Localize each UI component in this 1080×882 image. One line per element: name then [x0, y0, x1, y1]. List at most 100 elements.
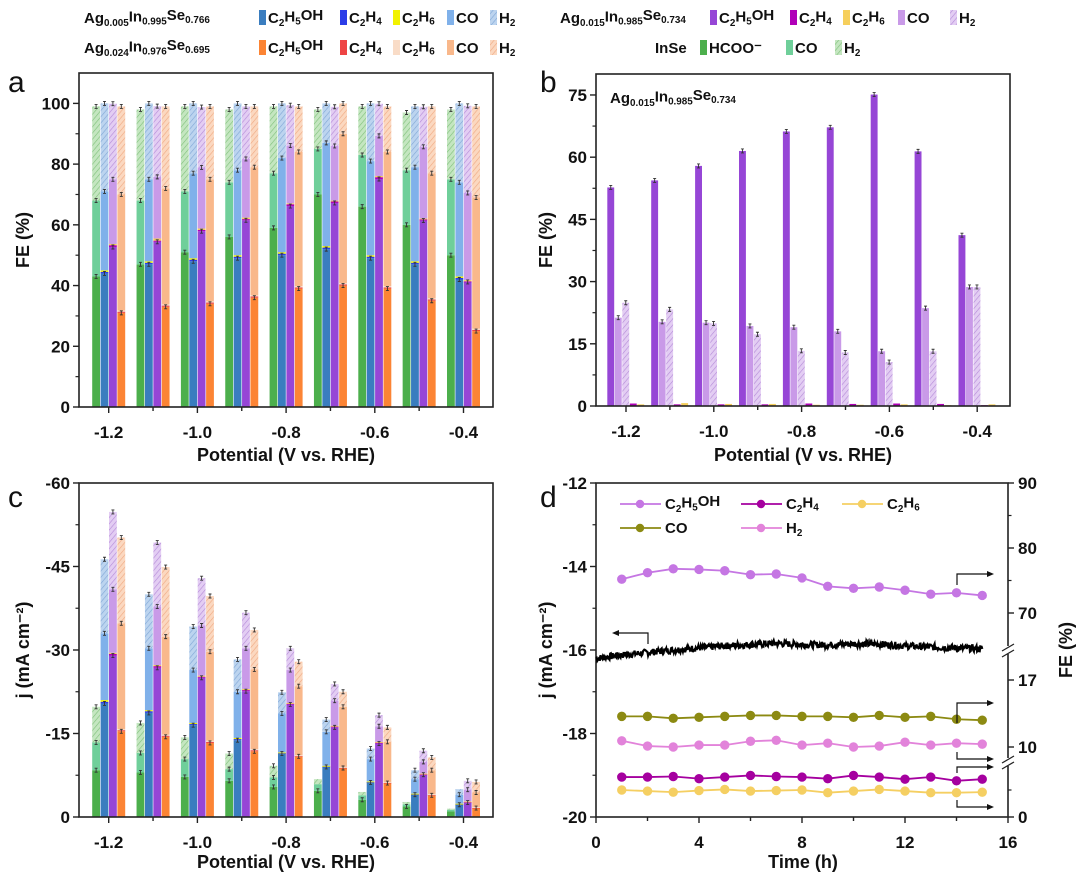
- data-point: [745, 786, 756, 796]
- data-point: [617, 574, 627, 584]
- panel-c-error-bar: [244, 645, 248, 651]
- panel-a-error-bar: [369, 158, 373, 164]
- panel-a-error-bar: [421, 104, 425, 110]
- panel-b-ylabel: FE (%): [536, 212, 556, 268]
- data-point: [797, 785, 807, 795]
- legend-marker: [635, 499, 645, 509]
- fe-series-c2h6: [617, 784, 987, 798]
- panel-a-error-bar: [94, 198, 98, 204]
- panel-a-bar-segment: [322, 249, 331, 407]
- panel-a-bar-segment: [427, 300, 436, 407]
- panel-a-error-bar: [466, 279, 470, 285]
- data-point: [977, 590, 987, 601]
- data-point: [951, 788, 962, 798]
- legend-label: C2H6: [402, 38, 435, 59]
- panel-c-error-bar: [324, 729, 328, 735]
- axis-break-gap: [1005, 758, 1013, 766]
- panel-c-dataset: [117, 537, 480, 817]
- panel-c-bar-segment: [144, 594, 153, 649]
- panel-c-error-bar: [138, 770, 142, 775]
- legend-label: CO: [456, 40, 479, 57]
- legend-marker: [756, 523, 766, 533]
- panel-a-bar-segment: [197, 107, 206, 168]
- arrow-right-icon: [956, 766, 990, 773]
- panel-a-dataset: [92, 106, 455, 407]
- legend-swatch: [340, 10, 347, 25]
- data-point: [951, 588, 962, 598]
- panel-a-error-bar: [244, 103, 248, 109]
- data-point: [977, 774, 987, 784]
- panel-b-error-bar: [697, 163, 701, 169]
- panel-label-a: a: [8, 66, 25, 99]
- panel-c-bar-segment: [278, 713, 286, 753]
- panel-b-error-bar: [668, 306, 672, 312]
- panel-a-bar-segment: [322, 142, 331, 247]
- panel-d-legend-item: H2: [741, 520, 803, 539]
- panel-a-bar-segment: [206, 106, 214, 180]
- panel-c-error-bar: [341, 765, 345, 771]
- panel-b-bar: [885, 362, 893, 406]
- panel-a-error-bar: [333, 104, 337, 110]
- panel-c-bar-segment: [250, 751, 259, 817]
- panel-c-error-bar: [164, 634, 168, 640]
- legend-sample-name: Ag0.005In0.995Se0.766: [84, 7, 210, 29]
- panel-a-bar-segment: [242, 158, 250, 218]
- panel-c-error-bar: [324, 717, 328, 723]
- fe-series-h2: [617, 735, 987, 752]
- panel-b-bar: [849, 403, 857, 406]
- panel-c-bar-segment: [161, 636, 170, 735]
- panel-c-error-bar: [421, 748, 425, 754]
- panel-c-bar-segment: [100, 633, 109, 701]
- panel-c-error-bar: [377, 712, 381, 718]
- panel-b-xtick-label: -0.8: [787, 422, 816, 441]
- panel-c-error-bar: [155, 540, 159, 545]
- data-point: [926, 740, 936, 750]
- arrowhead-icon: [987, 756, 994, 762]
- panel-a-error-bar: [138, 107, 142, 112]
- panel-c-bar-segment: [313, 779, 322, 785]
- panel-c-error-bar: [316, 788, 320, 794]
- panel-a-error-bar: [405, 110, 409, 115]
- panel-a-error-bar: [385, 149, 389, 155]
- panel-a-bar-segment: [375, 178, 383, 407]
- panel-c-bar-segment: [322, 731, 331, 766]
- panel-c-error-bar: [280, 711, 284, 716]
- panel-a-bar-segment: [339, 285, 347, 407]
- panel-c-bar-segment: [153, 542, 162, 607]
- panel-b-error-bar: [660, 319, 664, 325]
- fe-series-co: [617, 710, 987, 725]
- panel-a-ytick-label: 20: [51, 337, 70, 356]
- panel-a-bar-segment: [109, 103, 117, 180]
- panel-c-bar-segment: [180, 737, 189, 760]
- panel-a-bar-segment: [330, 145, 339, 201]
- panel-a-error-bar: [252, 103, 256, 109]
- panel-c-error-bar: [147, 645, 151, 651]
- panel-a-error-bar: [430, 298, 434, 304]
- panel-a-error-bar: [236, 100, 240, 106]
- panel-c-dataset: [92, 706, 455, 817]
- axis-break-icon: [1001, 643, 1015, 658]
- panel-b-bar: [717, 404, 725, 406]
- data-point: [848, 770, 859, 781]
- panel-a-error-bar: [405, 222, 409, 228]
- panel-d-xtick-label: 8: [797, 833, 806, 852]
- panel-c-bar-segment: [358, 791, 367, 796]
- panel-c-bar-segment: [278, 692, 286, 714]
- panel-a-bar-segment: [206, 303, 214, 407]
- panel-c-error-bar: [333, 681, 337, 687]
- panel-a-bar-segment: [339, 103, 347, 134]
- panel-b-bar: [629, 403, 637, 406]
- panel-a-error-bar: [297, 149, 301, 155]
- panel-a-bar-segment: [189, 103, 198, 174]
- panel-c-error-bar: [288, 645, 292, 651]
- panel-a-error-bar: [103, 270, 106, 276]
- panel-c-error-bar: [288, 702, 292, 707]
- panel-a-bar-segment: [366, 258, 375, 407]
- data-point: [745, 710, 756, 721]
- panel-b-xtick-label: -1.0: [699, 422, 728, 441]
- panel-a-bar-segment: [383, 151, 392, 287]
- data-point: [694, 785, 704, 796]
- panel-a-xtick-label: -1.2: [94, 423, 123, 442]
- data-point: [720, 784, 730, 795]
